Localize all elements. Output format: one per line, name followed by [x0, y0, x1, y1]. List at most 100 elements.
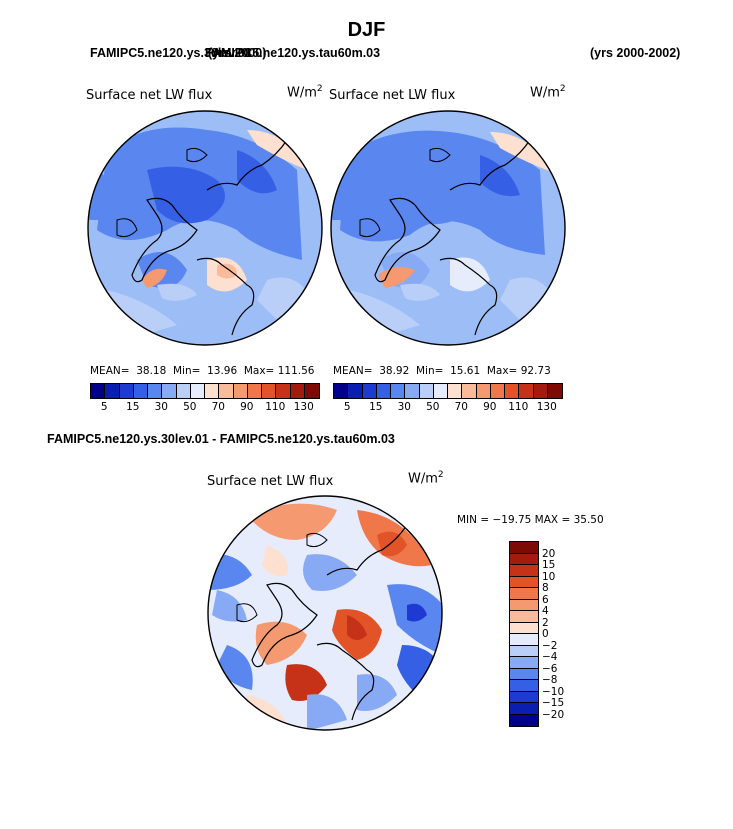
colorbar-swatch	[510, 599, 538, 611]
colorbar-tick-label: 90	[483, 401, 497, 413]
colorbar-swatch	[510, 691, 538, 703]
colorbar-tick-label: 50	[183, 401, 197, 413]
colorbar-tick-label: 15	[369, 401, 383, 413]
colorbar-swatch	[505, 384, 520, 398]
colorbar-swatch	[533, 384, 548, 398]
colorbar-tick-label: −4	[542, 651, 558, 663]
figure-title: DJF	[347, 19, 386, 41]
panel-1-colorbar	[90, 383, 320, 399]
colorbar-swatch	[510, 622, 538, 634]
colorbar-tick-label: −15	[542, 697, 565, 709]
colorbar-swatch	[190, 384, 205, 398]
colorbar-tick-label: 110	[508, 401, 529, 413]
colorbar-swatch	[233, 384, 248, 398]
colorbar-tick-label: 90	[240, 401, 254, 413]
colorbar-swatch	[119, 384, 134, 398]
colorbar-tick-label: −2	[542, 639, 558, 652]
panel-1-polar-map	[87, 110, 323, 346]
diff-panel-unit: W/m2	[408, 470, 444, 487]
colorbar-swatch	[91, 384, 106, 398]
colorbar-swatch	[405, 384, 420, 398]
case-years-right: (yrs 2000-2002)	[590, 46, 681, 60]
colorbar-tick-label: −6	[542, 662, 558, 675]
colorbar-tick-label: 110	[265, 401, 286, 413]
panel-2-polar-map	[330, 110, 566, 346]
difference-heading: FAMIPC5.ne120.ys.30lev.01 - FAMIPC5.ne12…	[47, 432, 395, 446]
colorbar-swatch	[276, 384, 291, 398]
colorbar-tick-label: 15	[542, 559, 556, 571]
colorbar-tick-label: −10	[542, 685, 565, 698]
colorbar-tick-label: 20	[542, 547, 556, 560]
colorbar-tick-label: 130	[293, 401, 314, 413]
colorbar-swatch	[348, 384, 363, 398]
diff-colorbar	[509, 541, 539, 727]
case-name-a: FAMIPC5.ne120.ys.30lev.01	[90, 46, 252, 60]
colorbar-tick-label: 6	[542, 593, 549, 606]
colorbar-swatch	[510, 714, 538, 726]
colorbar-swatch	[391, 384, 406, 398]
colorbar-swatch	[547, 384, 562, 398]
colorbar-swatch	[304, 384, 319, 398]
colorbar-swatch	[462, 384, 477, 398]
panel-2-unit: W/m2	[530, 84, 566, 101]
panel-2-stats: MEAN= 38.92 Min= 15.61 Max= 92.73	[333, 365, 551, 377]
colorbar-swatch	[510, 703, 538, 715]
colorbar-swatch	[510, 680, 538, 692]
colorbar-swatch	[247, 384, 262, 398]
colorbar-tick-label: 130	[536, 401, 557, 413]
panel-2-title: Surface net LW flux	[329, 88, 456, 103]
panel-1-title: Surface net LW flux	[86, 88, 213, 103]
colorbar-swatch	[376, 384, 391, 398]
colorbar-tick-label: 2	[542, 616, 549, 629]
case-years-left: (yrs 2000)	[208, 46, 267, 60]
colorbar-swatch	[490, 384, 505, 398]
colorbar-swatch	[133, 384, 148, 398]
colorbar-swatch	[510, 588, 538, 600]
colorbar-swatch	[519, 384, 534, 398]
diff-minmax: MIN = −19.75 MAX = 35.50	[457, 514, 604, 526]
colorbar-swatch	[510, 657, 538, 669]
diff-panel-title: Surface net LW flux	[207, 474, 334, 489]
panel-1-unit: W/m2	[287, 84, 323, 101]
colorbar-swatch	[419, 384, 434, 398]
colorbar-tick-label: 10	[542, 570, 556, 583]
colorbar-tick-label: 8	[542, 582, 549, 594]
colorbar-swatch	[448, 384, 463, 398]
colorbar-swatch	[148, 384, 163, 398]
colorbar-swatch	[476, 384, 491, 398]
colorbar-tick-label: 0	[542, 628, 549, 640]
colorbar-swatch	[176, 384, 191, 398]
colorbar-tick-label: 5	[100, 401, 108, 413]
panel-1-stats: MEAN= 38.18 Min= 13.96 Max= 111.56	[90, 365, 315, 377]
colorbar-swatch	[290, 384, 305, 398]
colorbar-swatch	[219, 384, 234, 398]
colorbar-swatch	[510, 565, 538, 577]
colorbar-tick-label: −8	[542, 674, 558, 686]
panel-2-colorbar	[333, 383, 563, 399]
colorbar-swatch	[510, 611, 538, 623]
colorbar-swatch	[205, 384, 220, 398]
colorbar-swatch	[510, 634, 538, 646]
colorbar-swatch	[262, 384, 277, 398]
colorbar-tick-label: 70	[454, 401, 468, 413]
colorbar-tick-label: −20	[542, 708, 565, 721]
colorbar-swatch	[433, 384, 448, 398]
colorbar-swatch	[362, 384, 377, 398]
colorbar-swatch	[105, 384, 120, 398]
colorbar-swatch	[334, 384, 349, 398]
colorbar-swatch	[510, 645, 538, 657]
colorbar-tick-label: 30	[154, 401, 168, 413]
colorbar-tick-label: 70	[211, 401, 225, 413]
colorbar-swatch	[510, 553, 538, 565]
colorbar-tick-label: 4	[542, 605, 549, 617]
colorbar-tick-label: 5	[343, 401, 351, 413]
case-name-b: FAMIPC5.ne120.ys.tau60m.03	[205, 46, 381, 60]
colorbar-swatch	[510, 576, 538, 588]
colorbar-tick-label: 30	[397, 401, 411, 413]
colorbar-tick-label: 15	[126, 401, 140, 413]
colorbar-swatch	[162, 384, 177, 398]
colorbar-tick-label: 50	[426, 401, 440, 413]
colorbar-swatch	[510, 542, 538, 554]
colorbar-swatch	[510, 668, 538, 680]
diff-polar-map	[207, 495, 443, 731]
